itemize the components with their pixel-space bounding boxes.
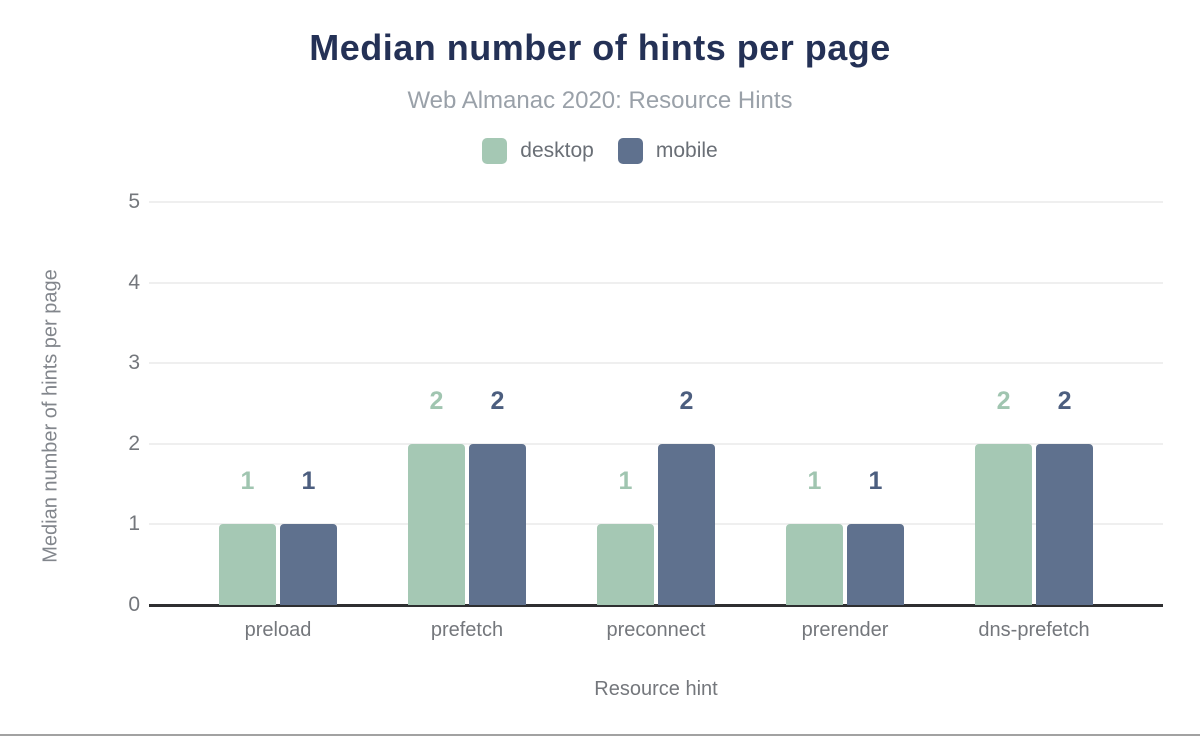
value-label-desktop-preconnect: 1 xyxy=(618,467,633,496)
y-tick-label: 5 xyxy=(128,190,140,213)
bar-desktop-dns-prefetch xyxy=(975,443,1033,605)
gridline xyxy=(149,442,1163,445)
bar-column: 2 xyxy=(975,202,1033,605)
y-tick-label: 3 xyxy=(128,351,140,375)
plot-area: 1 1 preload 2 2 prefetch 1 2 preconnect 1 1 prerend… xyxy=(149,201,1163,641)
legend: desktop mobile xyxy=(0,138,1200,164)
x-axis-title: Resource hint xyxy=(594,678,718,700)
x-tick-label-dns-prefetch: dns-prefetch xyxy=(978,619,1090,641)
bottom-border xyxy=(0,734,1200,736)
value-label-desktop-preload: 1 xyxy=(240,467,255,496)
value-label-desktop-dns-prefetch: 2 xyxy=(996,386,1011,415)
y-tick-label: 4 xyxy=(128,270,140,294)
bar-desktop-prerender xyxy=(786,524,843,605)
x-tick-label-prerender: prerender xyxy=(801,619,889,641)
x-axis-line xyxy=(149,604,1163,607)
legend-item-mobile: mobile xyxy=(617,138,718,164)
bar-desktop-preload xyxy=(218,524,276,605)
chart-title: Median number of hints per page xyxy=(309,27,891,68)
value-label-desktop-prefetch: 2 xyxy=(429,386,444,415)
bar-column: 1 xyxy=(279,202,337,605)
bar-column: 1 xyxy=(218,202,276,605)
bar-column: 2 xyxy=(658,202,715,605)
value-label-mobile-prerender: 1 xyxy=(868,467,883,496)
bar-mobile-dns-prefetch xyxy=(1036,443,1094,605)
y-tick-label: 1 xyxy=(128,512,140,536)
bar-mobile-preconnect xyxy=(658,443,715,605)
desktop-swatch-icon xyxy=(482,138,508,164)
gridline xyxy=(149,201,1163,203)
bar-column: 2 xyxy=(468,202,526,605)
bar-column: 2 xyxy=(1036,202,1094,605)
value-label-mobile-preload: 1 xyxy=(301,467,316,496)
bar-column: 1 xyxy=(847,202,904,605)
value-label-mobile-preconnect: 2 xyxy=(679,386,694,415)
value-label-desktop-prerender: 1 xyxy=(807,467,822,496)
y-tick-label: 2 xyxy=(128,431,140,455)
legend-label: desktop xyxy=(520,139,594,162)
legend-label: mobile xyxy=(655,139,718,162)
bar-column: 1 xyxy=(786,202,843,605)
bar-desktop-preconnect xyxy=(597,524,654,605)
value-label-mobile-prefetch: 2 xyxy=(490,386,505,415)
mobile-swatch-icon xyxy=(617,138,643,164)
y-tick-labels: 0 1 2 3 4 5 xyxy=(55,190,140,616)
gridline xyxy=(149,362,1163,365)
bar-column: 2 xyxy=(407,202,465,605)
x-tick-label-preload: preload xyxy=(244,619,312,641)
bar-mobile-prerender xyxy=(847,524,904,605)
value-label-mobile-dns-prefetch: 2 xyxy=(1057,386,1072,415)
y-tick-label: 0 xyxy=(128,593,140,616)
legend-item-desktop: desktop xyxy=(482,138,594,164)
gridline xyxy=(149,523,1163,526)
x-tick-label-preconnect: preconnect xyxy=(606,619,706,641)
bar-desktop-prefetch xyxy=(407,443,465,605)
x-tick-label-prefetch: prefetch xyxy=(430,619,504,641)
chart-subtitle: Web Almanac 2020: Resource Hints xyxy=(407,87,793,114)
bar-mobile-prefetch xyxy=(468,443,526,605)
gridline xyxy=(149,281,1163,284)
bar-column: 1 xyxy=(597,202,654,605)
bar-mobile-preload xyxy=(279,524,337,605)
